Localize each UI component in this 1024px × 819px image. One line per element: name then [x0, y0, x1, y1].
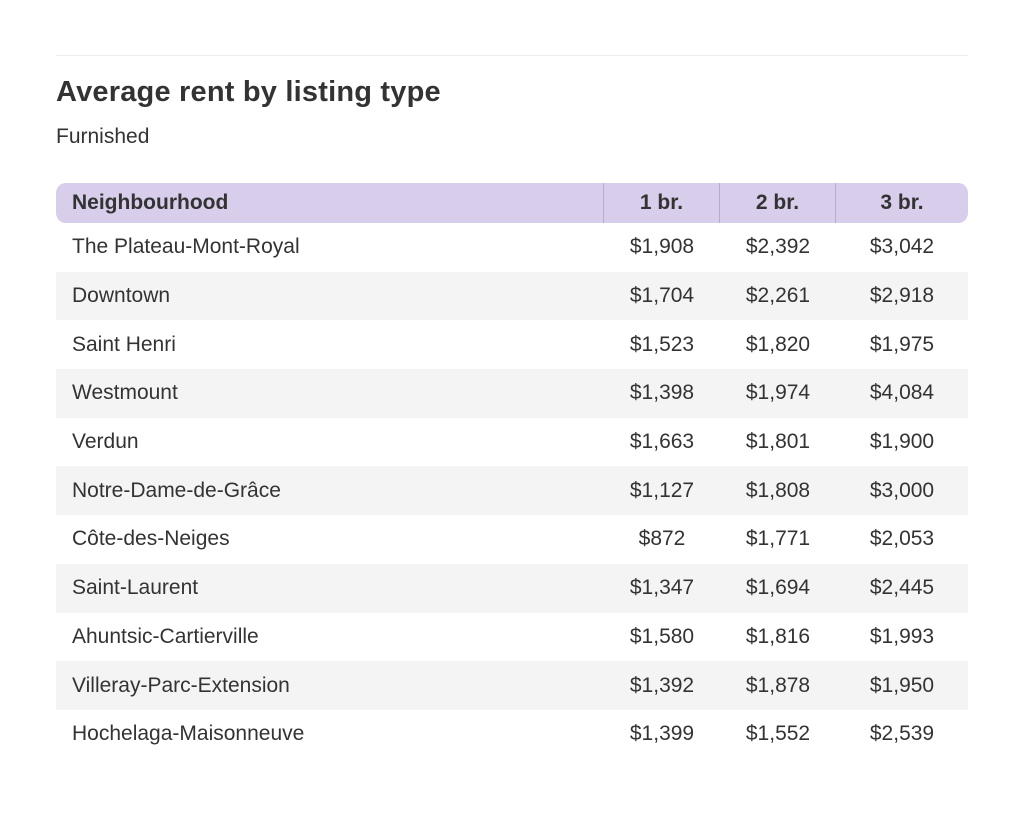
cell-3br: $1,975	[869, 332, 935, 356]
cell-2br: $2,261	[720, 271, 836, 321]
table-row: The Plateau-Mont-Royal $1,908 $2,392 $3,042	[56, 223, 968, 272]
cell-1br: $1,347	[604, 563, 720, 613]
cell-3br: $1,950	[836, 661, 968, 710]
cell-1br: $1,523	[629, 332, 695, 356]
cell-2br: $1,694	[720, 563, 836, 613]
table-row: Saint Henri $1,523 $1,820 $1,975	[56, 320, 968, 369]
cell-neighbourhood: Westmount	[56, 369, 604, 418]
top-divider	[56, 55, 968, 56]
cell-neighbourhood: Ahuntsic-Cartierville	[72, 624, 259, 648]
cell-3br: $2,053	[869, 527, 935, 551]
cell-neighbourhood: Notre-Dame-de-Grâce	[56, 466, 604, 516]
cell-2br: $2,392	[745, 235, 811, 259]
cell-1br: $1,908	[629, 235, 695, 259]
cell-1br: $1,704	[604, 271, 720, 321]
cell-2br: $1,771	[745, 527, 811, 551]
cell-2br: $1,974	[720, 369, 836, 418]
cell-3br: $3,000	[836, 466, 968, 516]
cell-2br: $1,878	[720, 661, 836, 710]
cell-neighbourhood: Côte-des-Neiges	[72, 527, 230, 551]
cell-1br: $1,663	[629, 430, 695, 454]
table-row: Downtown $1,704 $2,261 $2,918	[56, 271, 968, 321]
cell-2br: $1,552	[745, 722, 811, 746]
column-header-neighbourhood: Neighbourhood	[56, 183, 604, 223]
cell-1br: $1,392	[604, 661, 720, 710]
cell-neighbourhood: Saint-Laurent	[56, 563, 604, 613]
cell-neighbourhood: Saint Henri	[72, 332, 176, 356]
table-row: Côte-des-Neiges $872 $1,771 $2,053	[56, 515, 968, 564]
cell-neighbourhood: Villeray-Parc-Extension	[56, 661, 604, 710]
column-header-1br: 1 br.	[604, 183, 720, 223]
cell-1br: $872	[638, 527, 686, 551]
cell-1br: $1,580	[629, 624, 695, 648]
cell-3br: $1,993	[869, 624, 935, 648]
table-row: Verdun $1,663 $1,801 $1,900	[56, 418, 968, 467]
cell-neighbourhood: Verdun	[72, 430, 139, 454]
table-title: Average rent by listing type	[56, 76, 441, 108]
table-row: Westmount $1,398 $1,974 $4,084	[56, 369, 968, 418]
table-row: Saint-Laurent $1,347 $1,694 $2,445	[56, 563, 968, 613]
cell-neighbourhood: Hochelaga-Maisonneuve	[72, 722, 305, 746]
column-header-2br: 2 br.	[720, 183, 836, 223]
cell-1br: $1,127	[604, 466, 720, 516]
cell-3br: $2,445	[836, 563, 968, 613]
rent-table: Neighbourhood 1 br. 2 br. 3 br. The Plat…	[56, 183, 968, 759]
cell-3br: $2,539	[869, 722, 935, 746]
cell-1br: $1,398	[604, 369, 720, 418]
cell-2br: $1,801	[745, 430, 811, 454]
table-row: Hochelaga-Maisonneuve $1,399 $1,552 $2,539	[56, 710, 968, 759]
cell-neighbourhood: Downtown	[56, 271, 604, 321]
cell-2br: $1,816	[745, 624, 811, 648]
table-header-row: Neighbourhood 1 br. 2 br. 3 br.	[56, 183, 968, 223]
cell-3br: $1,900	[869, 430, 935, 454]
cell-3br: $4,084	[836, 369, 968, 418]
cell-3br: $3,042	[869, 235, 935, 259]
cell-2br: $1,808	[720, 466, 836, 516]
table-row: Villeray-Parc-Extension $1,392 $1,878 $1,95…	[56, 661, 968, 710]
cell-1br: $1,399	[629, 722, 695, 746]
table-row: Notre-Dame-de-Grâce $1,127 $1,808 $3,000	[56, 466, 968, 516]
cell-3br: $2,918	[836, 271, 968, 321]
cell-2br: $1,820	[745, 332, 811, 356]
table-row: Ahuntsic-Cartierville $1,580 $1,816 $1,993	[56, 613, 968, 662]
column-header-3br: 3 br.	[836, 183, 968, 223]
table-subtitle: Furnished	[56, 125, 150, 148]
cell-neighbourhood: The Plateau-Mont-Royal	[72, 235, 300, 259]
